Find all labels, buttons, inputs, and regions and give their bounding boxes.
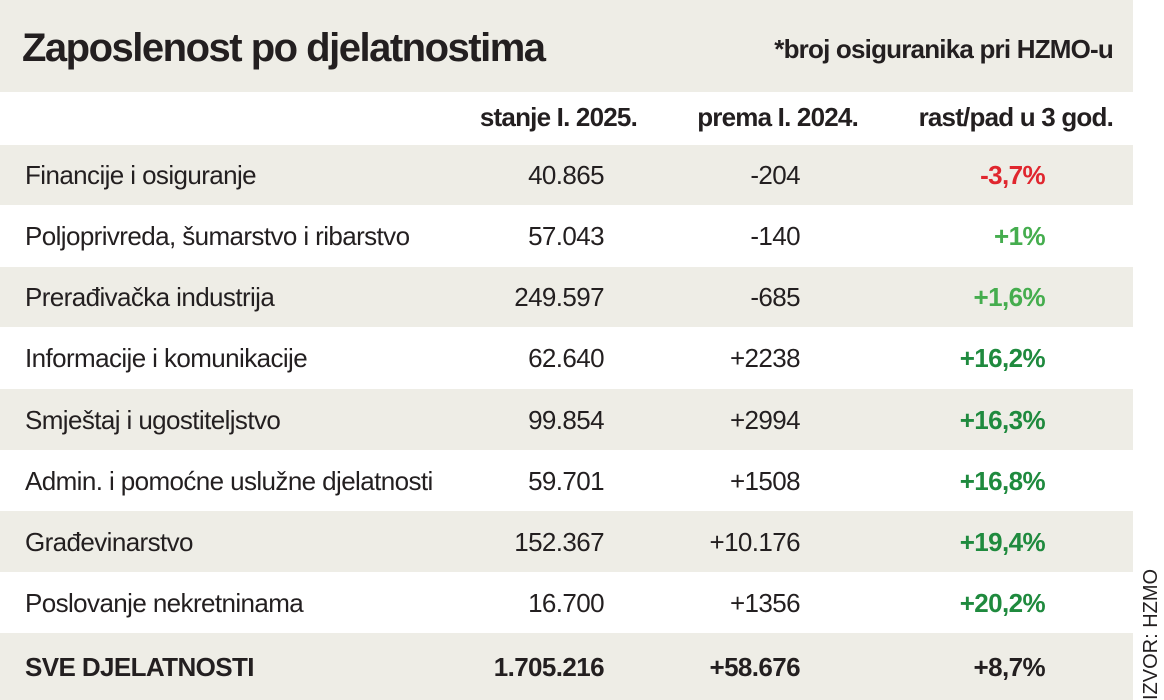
cell: +1356: [729, 587, 801, 618]
title: Zaposlenost po djelatnostima: [22, 26, 546, 70]
cell: -204: [750, 160, 800, 190]
note: *broj osiguranika pri HZMO-u: [774, 34, 1114, 64]
title-bar: [0, 0, 1133, 92]
row-background: [0, 389, 1133, 450]
cell: +2994: [729, 404, 801, 435]
cell: +16,8%: [959, 465, 1046, 496]
cell: 99.854: [528, 404, 605, 435]
cell: +16,2%: [959, 343, 1046, 373]
cell: 59.701: [528, 465, 605, 496]
cell: +19,4%: [959, 526, 1046, 557]
cell: 57.043: [528, 221, 605, 251]
cell: +1,6%: [973, 282, 1046, 312]
column-header: rast/pad u 3 god.: [918, 102, 1114, 132]
cell: +8,7%: [973, 651, 1046, 682]
cell: +2238: [729, 343, 801, 373]
cell: 152.367: [514, 526, 604, 557]
cell: +1%: [994, 221, 1046, 251]
cell: +1508: [729, 465, 801, 496]
column-header: prema I. 2024.: [697, 102, 859, 132]
source: IZVOR: HZMO: [1140, 568, 1162, 700]
row-label: SVE DJELATNOSTI: [25, 651, 254, 682]
cell: 249.597: [514, 282, 604, 312]
cell: -3,7%: [980, 160, 1046, 190]
row-background: [0, 267, 1133, 327]
cell: +16,3%: [959, 404, 1046, 435]
row-label: Financije i osiguranje: [25, 160, 257, 190]
row-label: Admin. i pomoćne uslužne djelatnosti: [25, 465, 433, 496]
cell: +20,2%: [959, 587, 1046, 618]
row-background: [0, 511, 1133, 572]
cell: 1.705.216: [493, 651, 605, 682]
row-label: Informacije i komunikacije: [25, 343, 308, 373]
row-label: Poljoprivreda, šumarstvo i ribarstvo: [25, 221, 410, 251]
cell: -140: [750, 221, 800, 251]
cell: 16.700: [528, 587, 605, 618]
cell: 40.865: [528, 160, 605, 190]
cell: 62.640: [528, 343, 605, 373]
row-label: Poslovanje nekretninama: [25, 587, 304, 618]
column-header: stanje I. 2025.: [479, 102, 638, 132]
cell: +10.176: [709, 526, 800, 557]
row-label: Građevinarstvo: [25, 526, 194, 557]
cell: +58.676: [709, 651, 800, 682]
row-label: Prerađivačka industrija: [25, 282, 275, 312]
row-background: [0, 633, 1133, 700]
row-label: Smještaj i ugostiteljstvo: [25, 404, 281, 435]
cell: -685: [750, 282, 800, 312]
row-background: [0, 145, 1133, 205]
